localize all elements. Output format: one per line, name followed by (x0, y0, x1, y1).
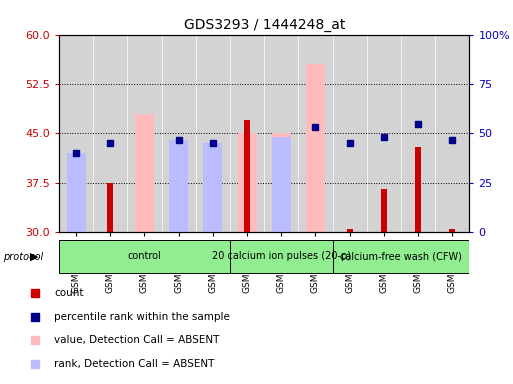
FancyBboxPatch shape (59, 240, 230, 273)
Text: count: count (54, 288, 84, 298)
Bar (272, 134, 291, 232)
Text: ▶: ▶ (30, 252, 38, 262)
Bar (169, 140, 188, 232)
Bar (272, 137, 291, 232)
FancyBboxPatch shape (332, 240, 469, 273)
Bar (204, 143, 222, 232)
Bar (238, 134, 256, 232)
Bar (169, 143, 188, 232)
Bar (449, 229, 456, 232)
Text: protocol: protocol (3, 252, 43, 262)
Bar (67, 153, 86, 232)
Bar (306, 64, 325, 232)
Bar (135, 114, 154, 232)
Bar (244, 120, 250, 232)
Text: value, Detection Call = ABSENT: value, Detection Call = ABSENT (54, 336, 220, 346)
Bar (67, 203, 86, 232)
Bar (415, 147, 421, 232)
Text: percentile rank within the sample: percentile rank within the sample (54, 311, 230, 322)
Text: calcium-free wash (CFW): calcium-free wash (CFW) (340, 251, 462, 262)
Text: rank, Detection Call = ABSENT: rank, Detection Call = ABSENT (54, 359, 214, 369)
Title: GDS3293 / 1444248_at: GDS3293 / 1444248_at (184, 18, 345, 32)
Bar (107, 183, 113, 232)
FancyBboxPatch shape (230, 240, 332, 273)
Text: 20 calcium ion pulses (20-p): 20 calcium ion pulses (20-p) (212, 251, 351, 262)
Bar (347, 229, 353, 232)
Bar (381, 189, 387, 232)
Text: control: control (128, 251, 162, 262)
Bar (204, 143, 222, 232)
